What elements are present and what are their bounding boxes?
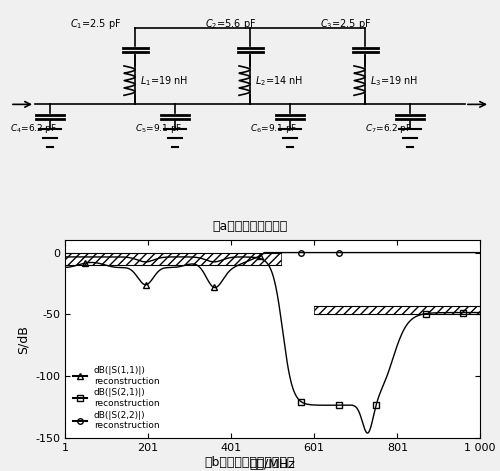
Text: $L_2$=14 nH: $L_2$=14 nH — [255, 74, 304, 88]
Y-axis label: S/dB: S/dB — [16, 325, 30, 354]
Text: $C_7$=6.2 pF: $C_7$=6.2 pF — [365, 122, 412, 136]
Text: $L_1$=19 nH: $L_1$=19 nH — [140, 74, 188, 88]
Text: $C_6$=9.1 pF: $C_6$=9.1 pF — [250, 122, 298, 136]
Text: $C_3$=2.5 pF: $C_3$=2.5 pF — [320, 17, 372, 31]
Text: （a）环路滤波原理图: （a）环路滤波原理图 — [212, 220, 288, 233]
Text: $C_5$=9.1 pF: $C_5$=9.1 pF — [135, 122, 182, 136]
Text: $L_3$=19 nH: $L_3$=19 nH — [370, 74, 418, 88]
Text: $C_2$=5.6 pF: $C_2$=5.6 pF — [205, 17, 256, 31]
Text: $C_4$=6.2 pF: $C_4$=6.2 pF — [10, 122, 57, 136]
Legend: dB(|S(1,1)|)
reconstruction, dB(|S(2,1)|)
reconstruction, dB(|S(2,2)|)
reconstru: dB(|S(1,1)|) reconstruction, dB(|S(2,1)|… — [70, 363, 163, 433]
Text: （b）环路滤波器俯真结果: （b）环路滤波器俯真结果 — [205, 455, 295, 469]
X-axis label: 频率/MHz: 频率/MHz — [250, 458, 296, 471]
Text: $C_1$=2.5 pF: $C_1$=2.5 pF — [70, 17, 122, 31]
